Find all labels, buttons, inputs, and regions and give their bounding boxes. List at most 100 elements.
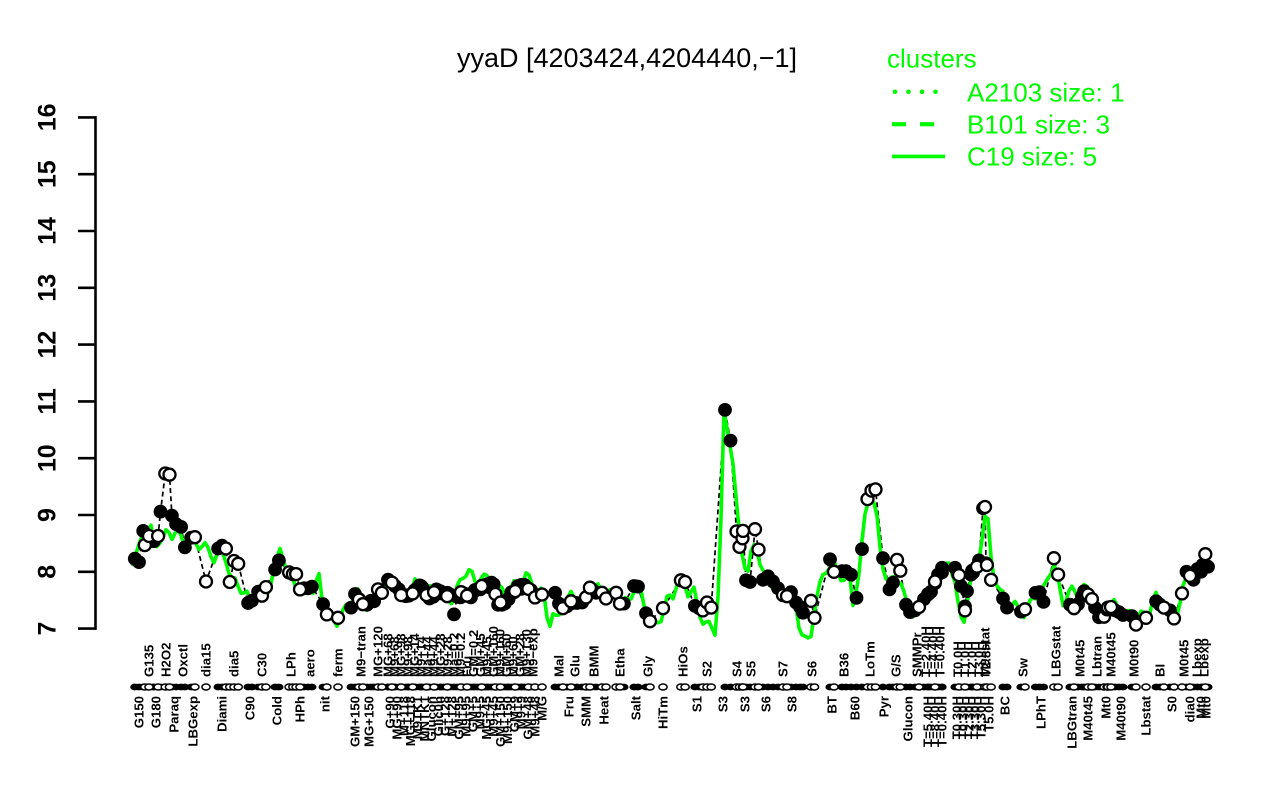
svg-text:T1.0H: T1.0H <box>958 641 973 677</box>
svg-text:HiOs: HiOs <box>676 646 691 677</box>
svg-text:C30: C30 <box>255 653 270 677</box>
svg-text:S5: S5 <box>744 661 759 677</box>
svg-text:MG+68: MG+68 <box>381 633 396 677</box>
svg-text:Ma=0.2: Ma=0.2 <box>446 633 461 677</box>
svg-text:M0t90: M0t90 <box>1127 640 1142 677</box>
svg-text:Etha: Etha <box>613 648 628 677</box>
svg-text:GM+5: GM+5 <box>465 696 480 732</box>
svg-text:MG+120: MG+120 <box>371 626 386 677</box>
svg-text:LBGtran: LBGtran <box>1065 696 1080 749</box>
svg-text:8: 8 <box>34 565 62 579</box>
svg-text:Lbexp: Lbexp <box>1197 638 1212 677</box>
svg-text:M9+45: M9+45 <box>486 696 501 737</box>
svg-text:BC: BC <box>998 696 1013 716</box>
svg-text:M9+14: M9+14 <box>414 636 429 677</box>
svg-text:S3: S3 <box>716 696 731 712</box>
svg-text:Paraq: Paraq <box>167 696 182 733</box>
svg-text:T=5.40H: T=5.40H <box>921 696 936 747</box>
svg-text:M9+5: M9+5 <box>472 696 487 729</box>
svg-text:T3.0H: T3.0H <box>972 641 987 677</box>
svg-text:11: 11 <box>34 388 62 415</box>
svg-text:GM+9: GM+9 <box>507 696 522 732</box>
svg-text:T=0.40H: T=0.40H <box>933 626 948 677</box>
svg-text:GM+60: GM+60 <box>499 633 514 677</box>
svg-text:dia0: dia0 <box>1183 696 1198 722</box>
svg-text:GM+95: GM+95 <box>452 696 467 740</box>
svg-text:GM+150: GM+150 <box>493 696 508 747</box>
svg-text:LPhT: LPhT <box>1034 696 1049 729</box>
svg-text:16: 16 <box>34 103 62 131</box>
svg-text:G180: G180 <box>149 696 164 728</box>
svg-text:13: 13 <box>34 274 62 302</box>
svg-text:Lbtran: Lbtran <box>1090 636 1105 677</box>
svg-text:T3.30H: T3.30H <box>968 696 983 739</box>
svg-text:Pyr: Pyr <box>877 696 892 717</box>
svg-text:M9−stat: M9−stat <box>978 627 993 677</box>
svg-text:aero: aero <box>303 649 318 677</box>
svg-text:S4: S4 <box>730 660 745 677</box>
svg-text:T0.30H: T0.30H <box>950 696 965 739</box>
svg-text:S7: S7 <box>776 661 791 677</box>
svg-text:clusters: clusters <box>887 44 977 74</box>
svg-text:Mt0: Mt0 <box>1199 696 1214 719</box>
svg-text:dia5: dia5 <box>227 651 242 677</box>
svg-text:Sw: Sw <box>1016 657 1031 677</box>
svg-text:MG+28: MG+28 <box>433 633 448 677</box>
svg-text:12: 12 <box>34 331 62 359</box>
svg-text:Ma+44: Ma+44 <box>420 636 435 677</box>
svg-text:S6: S6 <box>805 661 820 677</box>
svg-text:M9−tran: M9−tran <box>354 626 369 677</box>
svg-text:HPh: HPh <box>293 696 308 722</box>
svg-text:T2.8H: T2.8H <box>979 641 994 677</box>
svg-text:GM+150: GM+150 <box>348 696 363 747</box>
svg-text:15: 15 <box>34 160 62 188</box>
svg-text:M9+9: M9+9 <box>514 696 529 729</box>
svg-text:A2103 size: 1: A2103 size: 1 <box>967 78 1125 108</box>
svg-text:MG+14: MG+14 <box>407 633 422 677</box>
svg-text:M9+130: M9+130 <box>519 629 534 677</box>
svg-text:Oxctl: Oxctl <box>176 644 191 677</box>
svg-text:T5.0H: T5.0H <box>982 696 997 732</box>
svg-text:Heat: Heat <box>597 695 612 724</box>
svg-text:Diami: Diami <box>215 696 230 732</box>
svg-text:T=4.40H: T=4.40H <box>926 626 941 677</box>
svg-text:Glu: Glu <box>568 655 583 677</box>
svg-text:9: 9 <box>34 508 62 522</box>
svg-text:T5.30H: T5.30H <box>974 696 989 739</box>
svg-text:GM=0.2: GM=0.2 <box>466 630 481 677</box>
svg-text:nit: nit <box>318 695 333 712</box>
svg-text:M+128: M+128 <box>445 696 460 737</box>
svg-text:M9−exp: M9−exp <box>526 628 541 677</box>
svg-text:MG+118: MG+118 <box>403 696 418 746</box>
svg-text:Mt0: Mt0 <box>1099 696 1114 719</box>
svg-text:M40t45: M40t45 <box>1081 696 1096 741</box>
svg-text:M/G: M/G <box>535 696 550 721</box>
svg-text:M9+98: M9+98 <box>400 636 415 677</box>
svg-text:G+90: G+90 <box>383 696 398 729</box>
svg-text:S8: S8 <box>785 696 800 712</box>
svg-text:M9TK1: M9TK1 <box>410 696 425 739</box>
svg-text:Lbexp: Lbexp <box>1190 638 1205 677</box>
svg-text:M+118: M+118 <box>396 696 411 736</box>
svg-text:SMMPr: SMMPr <box>910 632 925 677</box>
svg-text:BMM: BMM <box>587 645 602 677</box>
svg-text:M9+68: M9+68 <box>387 636 402 677</box>
svg-text:M9=0.2: M9=0.2 <box>453 633 468 677</box>
svg-text:MG+45: MG+45 <box>479 696 494 740</box>
svg-text:S1: S1 <box>690 696 705 712</box>
svg-text:S2: S2 <box>700 661 715 677</box>
svg-text:10: 10 <box>34 444 62 472</box>
svg-text:M40t90: M40t90 <box>1114 696 1129 741</box>
svg-text:MG+98: MG+98 <box>394 633 409 677</box>
svg-text:T2.30H: T2.30H <box>962 696 977 739</box>
svg-text:M40t45: M40t45 <box>1104 632 1119 677</box>
svg-text:M9+48: M9+48 <box>528 696 543 737</box>
svg-text:M9+44: M9+44 <box>427 636 442 677</box>
svg-text:MNTK1: MNTK1 <box>417 696 432 741</box>
svg-text:Gly: Gly <box>641 655 656 677</box>
svg-text:T=2.40H: T=2.40H <box>919 626 934 677</box>
svg-text:Lbstat: Lbstat <box>1139 695 1154 735</box>
svg-text:HiTm: HiTm <box>656 696 671 729</box>
svg-text:B36: B36 <box>837 653 852 677</box>
svg-text:M9+160: M9+160 <box>493 629 508 677</box>
